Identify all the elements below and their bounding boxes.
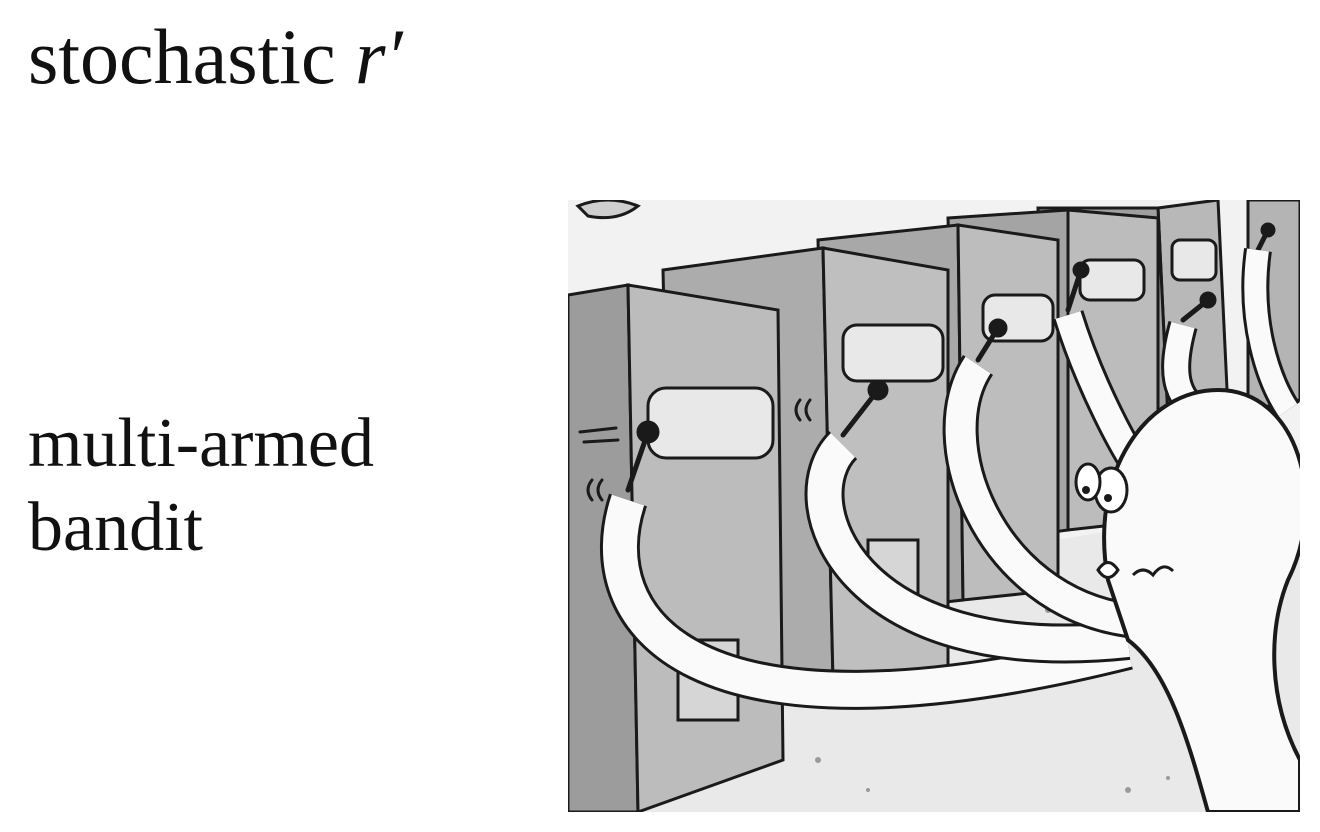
octopus-mouth-icon <box>1096 561 1120 579</box>
bandit-label-line2: bandit <box>28 489 203 566</box>
fish-icon <box>575 200 641 220</box>
title-text: stochastic <box>28 13 356 100</box>
octopus-eye-icon <box>1074 462 1102 502</box>
illustration-canvas <box>568 200 1300 812</box>
octopus-arms <box>600 248 1300 710</box>
octopus-head <box>1074 387 1300 812</box>
bandit-label-line1: multi-armed <box>28 405 375 482</box>
bandit-label: multi-armed bandit <box>28 402 374 570</box>
slide-title: stochastic r′ <box>28 18 403 96</box>
title-math-symbol: r′ <box>355 13 403 100</box>
octopus-slot-machines-illustration <box>568 200 1300 812</box>
